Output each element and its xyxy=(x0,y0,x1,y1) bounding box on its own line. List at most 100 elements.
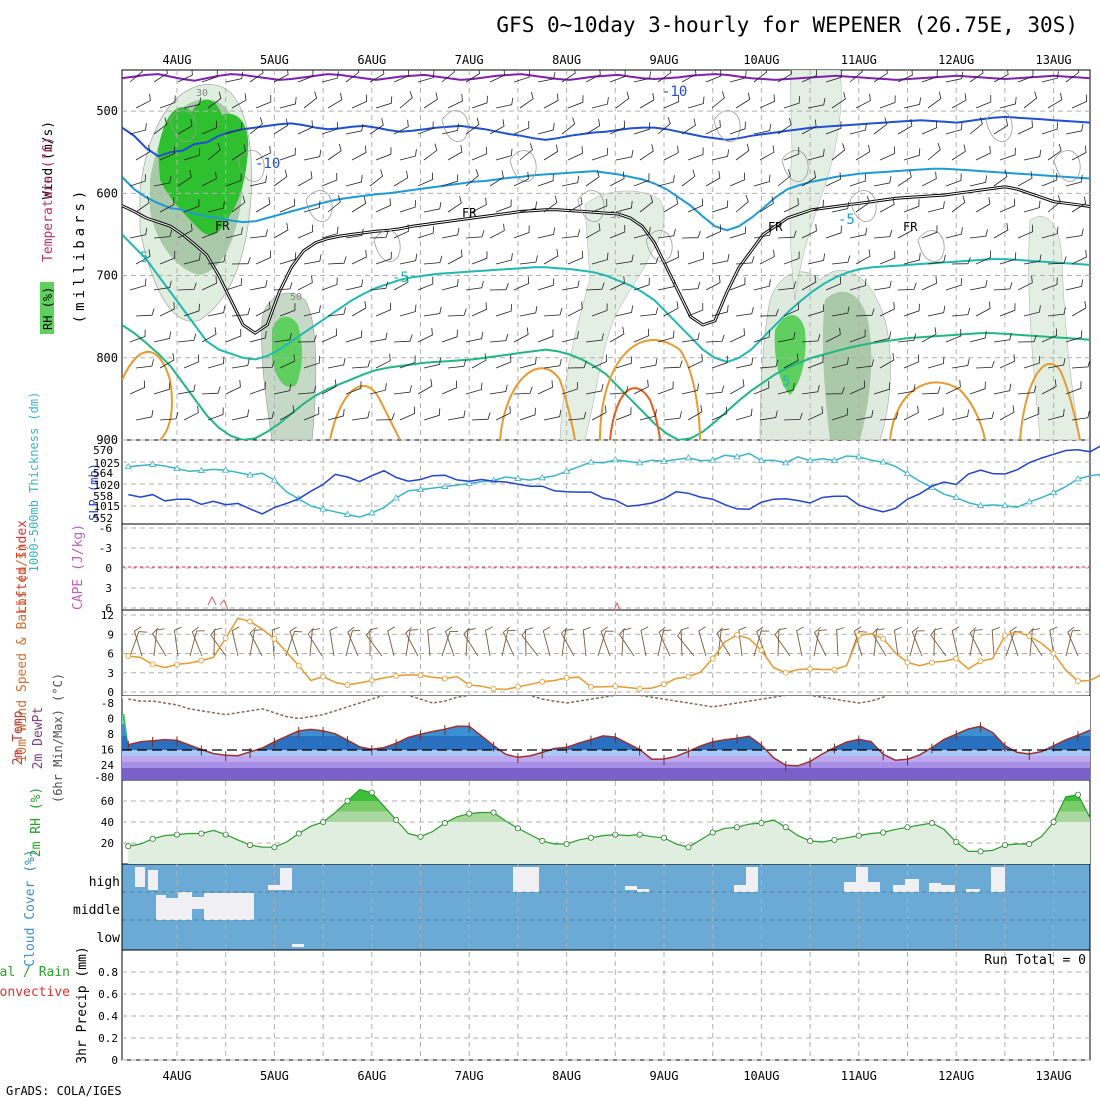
bottom-date-9AUG: 9AUG xyxy=(650,1069,679,1083)
wind-point-38 xyxy=(588,683,594,690)
rh-axis: 20 40 60 xyxy=(101,795,114,850)
upper-barb-276 xyxy=(993,223,1009,239)
ylabel-slp: SLP (mb) xyxy=(87,463,101,521)
upper-barb-182 xyxy=(657,175,675,187)
rh-point-14 xyxy=(295,830,302,837)
upper-barb-72 xyxy=(903,97,921,109)
upper-barb-552 xyxy=(903,405,919,421)
surface-barb-61 xyxy=(853,626,863,657)
upper-barb-360 xyxy=(135,308,155,317)
upper-barb-411 xyxy=(393,334,413,343)
upper-barb-271 xyxy=(873,229,893,239)
upper-barb-283 xyxy=(207,254,226,265)
upper-wind-barbs xyxy=(129,70,1090,421)
cloud-gap-15 xyxy=(746,867,758,892)
upper-barb-152 xyxy=(903,148,921,161)
upper-barb-332 xyxy=(417,276,434,291)
contour-label-fr-1: FR xyxy=(215,219,230,233)
upper-barb-531 xyxy=(399,406,416,421)
upper-barb-51 xyxy=(399,90,413,109)
cloud-gap-5 xyxy=(178,892,192,920)
thickness-point-4 xyxy=(173,464,181,472)
wind-point-42 xyxy=(636,685,643,692)
upper-barb-288 xyxy=(327,256,347,265)
upper-barb-364 xyxy=(231,307,251,317)
upper-barb-530 xyxy=(375,413,395,421)
upper-barb-437 xyxy=(1017,335,1037,343)
upper-barb-69 xyxy=(831,92,846,109)
upper-barb-557 xyxy=(1023,406,1040,421)
upper-barb-489 xyxy=(345,381,362,395)
rh-point-38 xyxy=(587,834,594,841)
thickness-point-54 xyxy=(782,459,790,466)
upper-barb-412 xyxy=(417,327,433,343)
contour-labels: -10 -10 -5 -5 5 5 FR FR FR FR 30 30 50 xyxy=(140,84,918,390)
upper-barb-303 xyxy=(687,252,704,265)
surface-barb-59 xyxy=(836,627,845,657)
bottom-date-8AUG: 8AUG xyxy=(552,1069,581,1083)
upper-barb-110 xyxy=(849,123,867,135)
upper-barb-204 xyxy=(231,195,246,213)
upper-barb-224 xyxy=(711,200,729,213)
upper-barb-53 xyxy=(447,93,463,109)
surface-barb-22 xyxy=(387,626,395,657)
upper-barb-14 xyxy=(465,70,481,83)
upper-barb-298 xyxy=(567,250,584,265)
upper-barb-278 xyxy=(1041,226,1059,239)
upper-barb-193 xyxy=(921,171,937,187)
upper-barb-112 xyxy=(897,119,913,135)
upper-barb-132 xyxy=(423,143,438,161)
upper-barb-505 xyxy=(729,379,745,395)
top-date-7AUG: 7AUG xyxy=(455,53,484,67)
upper-barb-362 xyxy=(183,303,200,317)
cloud-grid xyxy=(122,891,1090,921)
upper-barb-363 xyxy=(207,305,226,317)
upper-barb-173 xyxy=(441,174,459,187)
upper-barb-537 xyxy=(543,409,562,421)
upper-barb-54 xyxy=(471,95,488,109)
temp-mask xyxy=(122,696,1090,766)
upper-barb-292 xyxy=(423,255,443,265)
surface-barb-64 xyxy=(893,626,902,657)
upper-barb-134 xyxy=(471,146,488,161)
upper-barb-382 xyxy=(663,301,679,317)
upper-barb-114 xyxy=(945,122,963,135)
upper-barb-297 xyxy=(543,249,559,265)
upper-barb-250 xyxy=(369,230,389,239)
surface-barb-42 xyxy=(618,628,635,657)
bottom-date-7AUG: 7AUG xyxy=(455,1069,484,1083)
upper-barb-491 xyxy=(393,385,412,395)
upper-barb-101 xyxy=(633,122,651,135)
upper-barb-169 xyxy=(345,174,363,187)
upper-barb-311 xyxy=(879,250,896,265)
upper-barb-430 xyxy=(849,329,866,343)
upper-barb-528 xyxy=(327,408,345,421)
top-date-9AUG: 9AUG xyxy=(650,53,679,67)
wind-panel xyxy=(121,609,1091,697)
upper-barb-365 xyxy=(255,301,271,317)
upper-barb-82 xyxy=(177,119,193,135)
upper-barb-422 xyxy=(657,330,675,343)
upper-barb-397 xyxy=(1023,305,1041,317)
upper-barb-220 xyxy=(615,200,633,213)
upper-barb-109 xyxy=(825,121,842,135)
upper-barb-354 xyxy=(945,278,962,291)
upper-barb-228 xyxy=(807,199,824,213)
upper-barb-454 xyxy=(471,353,487,369)
rh-shade-10aug-mid xyxy=(774,315,806,395)
upper-barb-337 xyxy=(537,278,555,291)
warm-contour-5 xyxy=(609,387,661,440)
ylabel-thickness: 1000-500mb Thickness (dm) xyxy=(27,392,41,573)
cape-blip-1 xyxy=(207,595,229,611)
rh-point-54 xyxy=(782,824,789,831)
rh-point-2 xyxy=(149,835,156,842)
wind-point-0 xyxy=(125,653,132,659)
rh-point-46 xyxy=(685,844,692,851)
upper-barb-137 xyxy=(543,144,559,161)
upper-barb-407 xyxy=(297,335,317,343)
upper-barb-396 xyxy=(999,303,1016,317)
rh-point-8 xyxy=(222,831,229,838)
upper-barb-523 xyxy=(207,407,224,421)
rh-point-60 xyxy=(855,832,862,839)
wind-point-18 xyxy=(344,682,351,688)
